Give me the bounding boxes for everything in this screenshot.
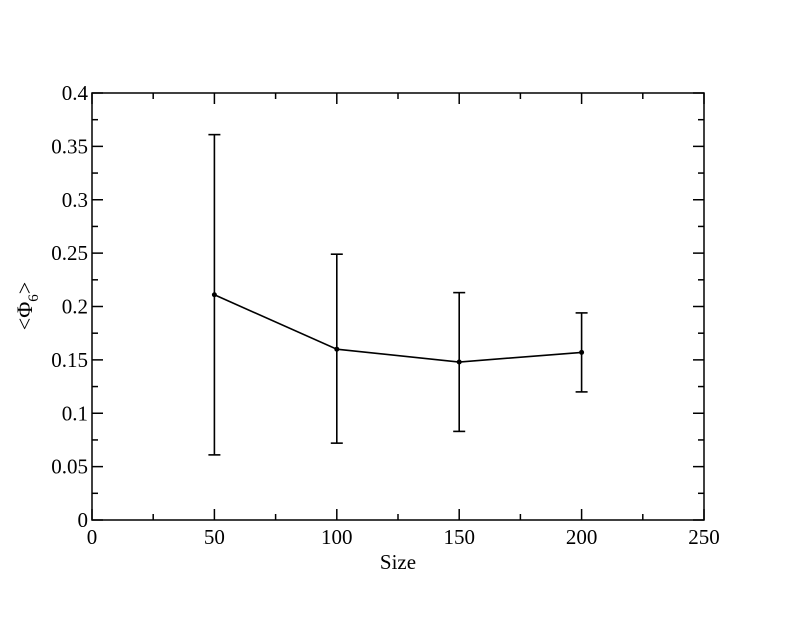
y-axis-label-end: > — [12, 282, 37, 294]
x-axis-label: Size — [380, 550, 416, 574]
y-axis-label: <Φ6> — [12, 282, 42, 330]
plot-frame — [91, 92, 705, 521]
x-tick-label: 200 — [566, 525, 598, 549]
data-point — [456, 359, 462, 365]
y-tick-label: 0.2 — [62, 295, 88, 319]
y-tick-label: 0.3 — [62, 188, 88, 212]
y-tick-label: 0.25 — [51, 241, 88, 265]
y-tick-label: 0.15 — [51, 348, 88, 372]
y-tick-label: 0.35 — [51, 134, 88, 158]
ticks-layer — [91, 92, 705, 521]
tick-labels-layer: 0 50 100 150 200 250 0 0.05 0.1 0.15 0.2 0.25 0.3 0.3… — [51, 81, 720, 549]
x-tick-label: 100 — [321, 525, 353, 549]
y-tick-label: 0.05 — [51, 455, 88, 479]
y-axis-label-main: <Φ — [12, 302, 37, 331]
data-layer — [208, 133, 588, 456]
x-tick-label: 250 — [688, 525, 720, 549]
y-axis-label-subscript: 6 — [26, 294, 42, 302]
x-tick-label: 150 — [443, 525, 475, 549]
data-point — [211, 292, 217, 298]
x-tick-label: 50 — [204, 525, 225, 549]
y-tick-label: 0.4 — [62, 81, 89, 105]
y-tick-label: 0 — [78, 508, 89, 532]
y-tick-label: 0.1 — [62, 401, 88, 425]
data-point — [334, 346, 340, 352]
data-point — [579, 349, 585, 355]
x-tick-label: 0 — [87, 525, 98, 549]
series-line — [214, 294, 582, 363]
